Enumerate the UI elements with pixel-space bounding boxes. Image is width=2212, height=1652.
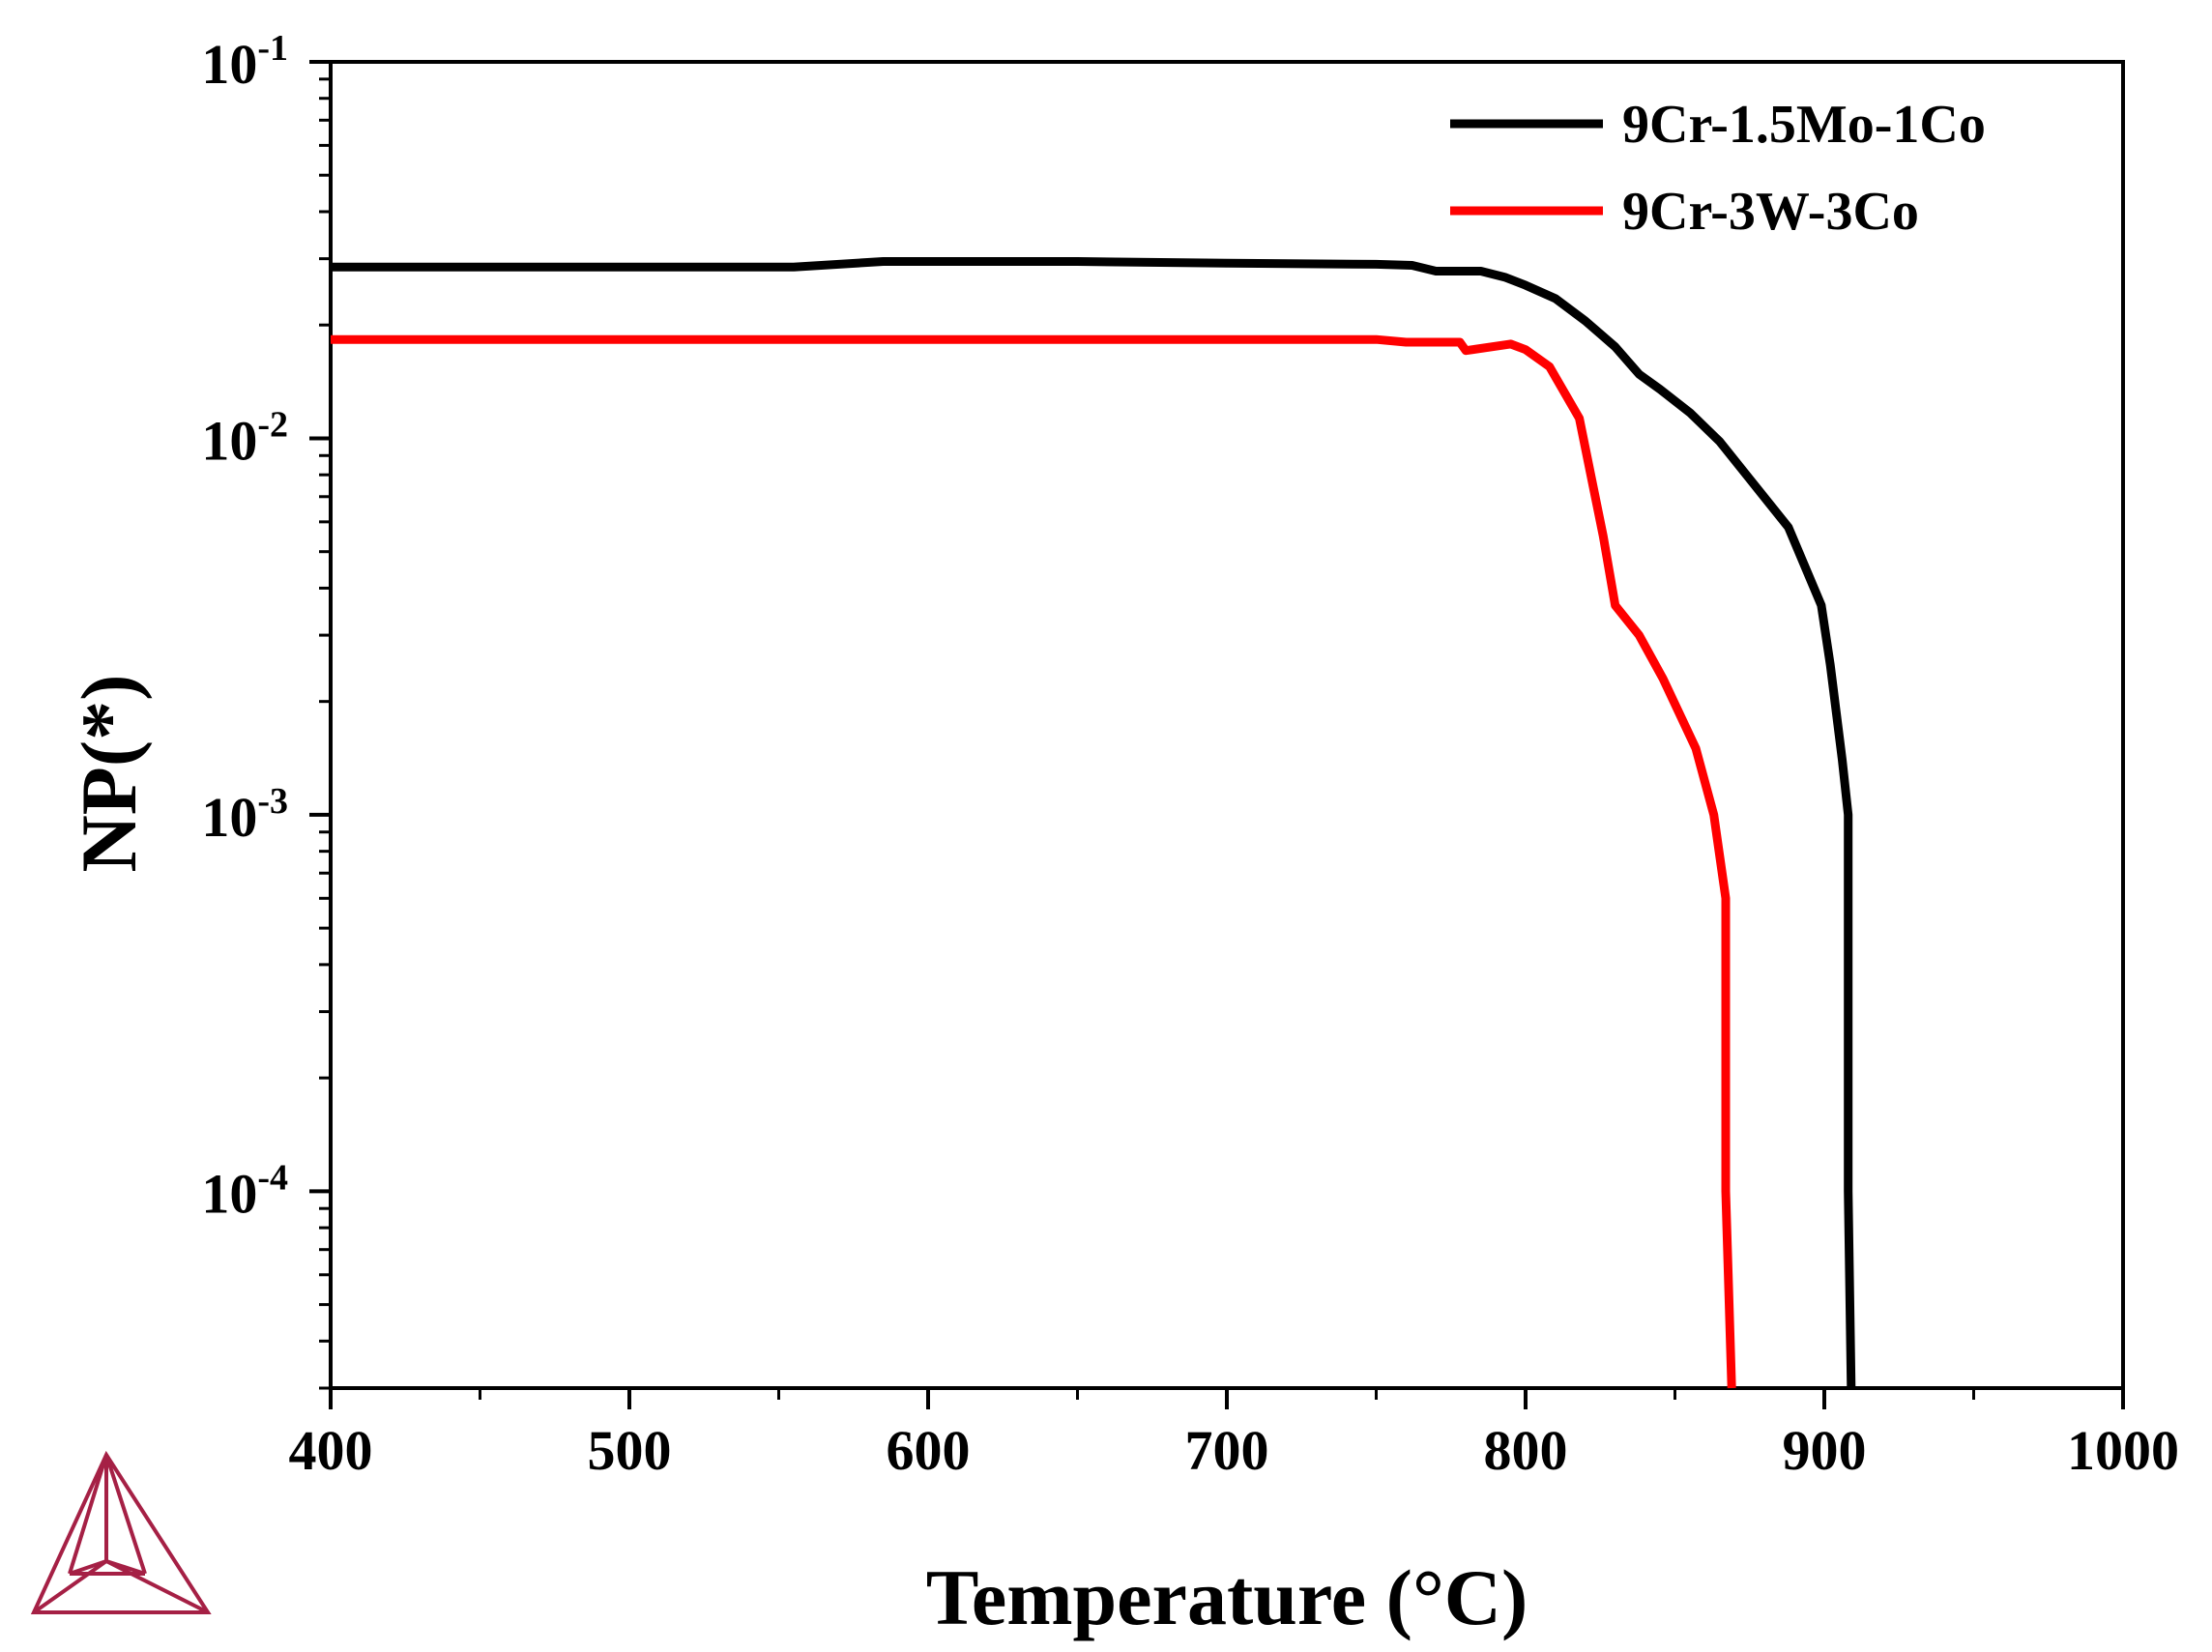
y-tick-label: 10-2	[201, 404, 288, 472]
x-tick-label: 800	[1484, 1419, 1568, 1482]
y-axis-ticks: 10-110-210-310-4	[201, 28, 331, 1390]
series-line-0	[331, 257, 1856, 1389]
y-tick-label: 10-3	[201, 781, 288, 849]
legend-label-1: 9Cr-3W-3Co	[1622, 182, 1919, 242]
series-line-1	[331, 334, 1736, 1389]
legend: 9Cr-1.5Mo-1Co 9Cr-3W-3Co	[1450, 95, 1986, 242]
x-axis-ticks: 400 500 600 700 800 900 1000	[289, 1388, 2179, 1482]
y-tick-base: 10	[201, 409, 257, 472]
y-tick-exponent: -3	[257, 781, 288, 822]
y-tick-exponent: -2	[257, 404, 288, 445]
series-layer	[331, 257, 1856, 1389]
y-tick-label: 10-4	[201, 1157, 288, 1225]
y-tick-base: 10	[201, 1162, 257, 1225]
y-tick-base: 10	[201, 33, 257, 96]
x-axis-title: Temperature (°C)	[926, 1553, 1528, 1641]
y-tick-exponent: -4	[257, 1157, 288, 1198]
y-tick-exponent: -1	[257, 28, 288, 69]
x-tick-label: 600	[887, 1419, 971, 1482]
x-tick-label: 500	[588, 1419, 672, 1482]
x-tick-label: 1000	[2067, 1419, 2179, 1482]
x-tick-label: 900	[1783, 1419, 1867, 1482]
y-tick-base: 10	[201, 786, 257, 849]
legend-label-0: 9Cr-1.5Mo-1Co	[1622, 95, 1986, 155]
y-axis-title: NP(*)	[65, 675, 153, 873]
x-tick-label: 400	[289, 1419, 373, 1482]
y-tick-label: 10-1	[201, 28, 288, 96]
thermo-calc-logo-icon	[30, 1450, 212, 1614]
x-tick-label: 700	[1185, 1419, 1269, 1482]
